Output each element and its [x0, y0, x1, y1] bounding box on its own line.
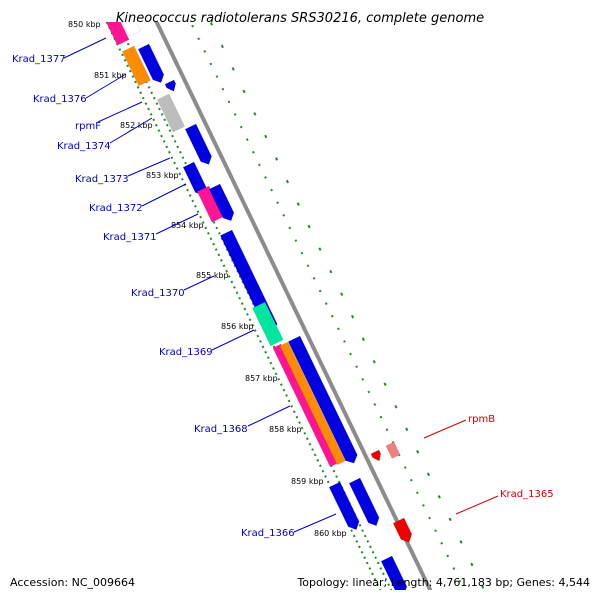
gene-white-block[interactable] — [114, 0, 142, 37]
kbp-label: 852 kbp — [120, 121, 153, 130]
gene-krad-1365-block[interactable] — [392, 517, 413, 543]
gene-krad-1376-block[interactable] — [121, 45, 151, 87]
gene-krad-1368-blue[interactable] — [287, 335, 358, 464]
gene-blue-block[interactable] — [137, 43, 165, 83]
gene-label-krad-1372[interactable]: Krad_1372 — [89, 203, 143, 214]
gene-label-krad-1373[interactable]: Krad_1373 — [75, 174, 129, 185]
gene-rpmf-block[interactable] — [156, 93, 185, 133]
gene-label-krad-1370[interactable]: Krad_1370 — [131, 288, 185, 299]
dotted-track — [189, 22, 466, 590]
accession-text: Accession: NC_009664 — [10, 576, 135, 589]
kbp-label: 860 kbp — [314, 529, 347, 538]
map-title: Kineococcus radiotolerans SRS30216, comp… — [116, 11, 484, 26]
gene-bottom-block[interactable] — [380, 555, 408, 595]
gene-label-krad-1366[interactable]: Krad_1366 — [241, 528, 295, 539]
gene-features — [98, 0, 413, 595]
genome-backbone — [154, 22, 433, 590]
gene-label-krad-1369[interactable]: Krad_1369 — [159, 347, 213, 358]
kbp-label: 857 kbp — [245, 374, 278, 383]
gene-label-krad-1377[interactable]: Krad_1377 — [12, 54, 66, 65]
gene-krad-1377-block[interactable] — [98, 0, 130, 46]
gene-krad-1368-orange[interactable] — [279, 341, 346, 466]
gene-label-krad-1371[interactable]: Krad_1371 — [103, 232, 157, 243]
genome-summary-text: Topology: linear; Length: 4,761,183 bp; … — [296, 576, 590, 589]
gene-label-rpmf[interactable]: rpmF — [75, 121, 101, 132]
gene-rpmb-salmon[interactable] — [385, 441, 401, 459]
gene-krad-1366-block[interactable] — [328, 481, 360, 531]
gene-krad-1374-block[interactable] — [184, 123, 212, 165]
gene-krad-1369-block[interactable] — [252, 301, 284, 347]
gene-label-rpmb[interactable]: rpmB — [468, 414, 495, 425]
left-gene-labels: Krad_1377 Krad_1376 rpmF Krad_1374 Krad_… — [12, 37, 337, 539]
gene-label-krad-1376[interactable]: Krad_1376 — [33, 94, 87, 105]
gene-krad-1366b-block[interactable] — [348, 477, 380, 527]
kbp-label: 858 kbp — [269, 425, 302, 434]
kbp-label: 855 kbp — [196, 271, 229, 280]
gene-label-krad-1374[interactable]: Krad_1374 — [57, 141, 111, 152]
gene-krad-1371-block[interactable] — [208, 183, 235, 222]
gene-label-krad-1365[interactable]: Krad_1365 — [500, 489, 554, 500]
kbp-label: 853 kbp — [146, 171, 179, 180]
gene-label-krad-1368[interactable]: Krad_1368 — [194, 424, 248, 435]
right-gene-labels: rpmB Krad_1365 — [423, 414, 554, 515]
gene-small-block[interactable] — [164, 79, 176, 92]
kbp-label: 851 kbp — [94, 71, 127, 80]
kbp-scale: 850 kbp 851 kbp 852 kbp 853 kbp 854 kbp … — [68, 20, 347, 538]
kbp-label: 859 kbp — [291, 477, 324, 486]
gene-rpmb-block[interactable] — [370, 449, 381, 462]
kbp-label: 850 kbp — [68, 20, 101, 29]
kbp-label: 854 kbp — [171, 221, 204, 230]
kbp-label: 856 kbp — [221, 322, 254, 331]
